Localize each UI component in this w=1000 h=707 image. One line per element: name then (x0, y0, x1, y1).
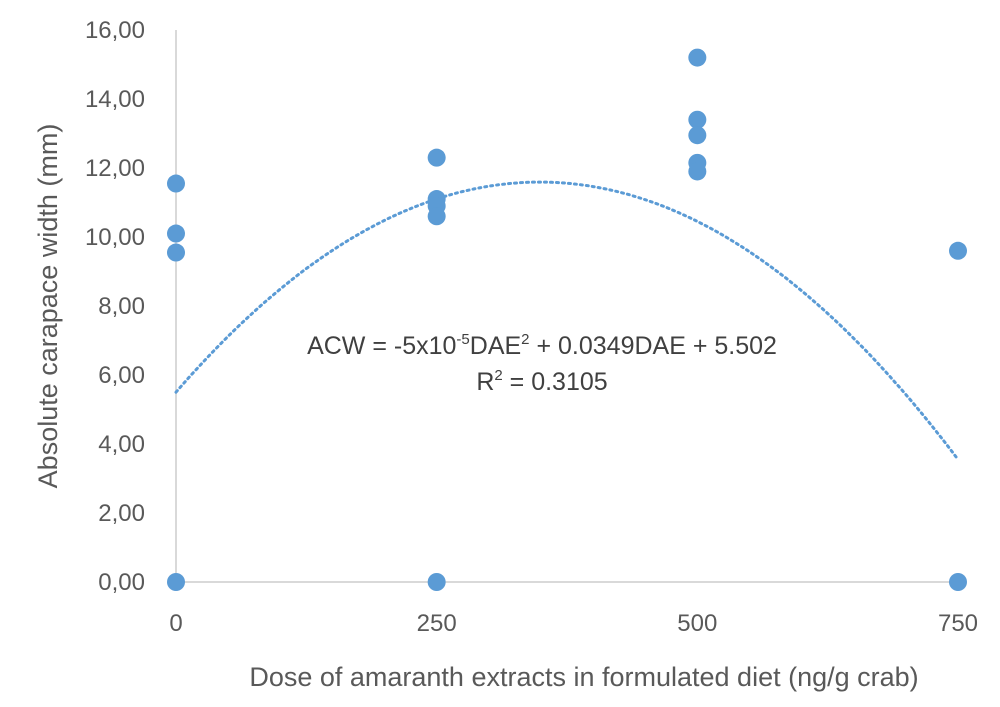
data-point (167, 174, 185, 193)
y-tick-label: 8,00 (98, 293, 145, 320)
y-tick-label: 2,00 (98, 500, 145, 527)
equation-exponent-2: 2 (521, 331, 529, 348)
y-tick-label: 14,00 (85, 86, 145, 113)
data-point (949, 573, 967, 591)
data-point (949, 241, 967, 260)
y-tick-label: 0,00 (98, 569, 145, 596)
y-tick-labels: 0,00 2,00 4,00 6,00 8,00 10,00 12,00 14,00 16,00 (85, 17, 145, 596)
data-point (167, 224, 185, 243)
x-tick-labels: 0 250 500 750 (169, 610, 978, 637)
y-tick-label: 6,00 (98, 362, 145, 389)
y-tick-label: 12,00 (85, 155, 145, 182)
x-tick-label: 0 (169, 610, 182, 637)
data-point (688, 48, 707, 67)
r-squared-symbol: R (476, 368, 494, 396)
r-squared: R2 = 0.3105 (476, 367, 607, 396)
equation-exponent-1: -5 (456, 331, 469, 348)
x-tick-label: 750 (938, 610, 978, 637)
r-squared-value: = 0.3105 (503, 368, 608, 396)
data-points (167, 48, 967, 591)
data-point (688, 110, 707, 129)
equation-mid: DAE (470, 332, 521, 360)
trendline (174, 180, 960, 461)
r-squared-exponent: 2 (494, 367, 502, 384)
y-tick-label: 10,00 (85, 224, 145, 251)
y-tick-label: 16,00 (85, 17, 145, 44)
data-point (688, 126, 707, 145)
y-axis-title: Absolute carapace width (mm) (33, 124, 63, 489)
equation-rest: + 0.0349DAE + 5.502 (530, 332, 777, 360)
data-point (427, 573, 446, 591)
y-tick-label: 4,00 (98, 431, 145, 458)
data-point (167, 243, 185, 262)
x-tick-label: 500 (677, 610, 717, 637)
x-tick-label: 250 (417, 610, 457, 637)
equation-lhs: ACW = -5x10 (307, 332, 456, 360)
x-axis-title: Dose of amaranth extracts in formulated … (249, 662, 918, 692)
trendline-equation: ACW = -5x10-5DAE2 + 0.0349DAE + 5.502 (307, 331, 777, 360)
data-point (688, 162, 707, 181)
data-point (427, 148, 446, 167)
data-point (427, 207, 446, 226)
data-point (167, 573, 185, 591)
